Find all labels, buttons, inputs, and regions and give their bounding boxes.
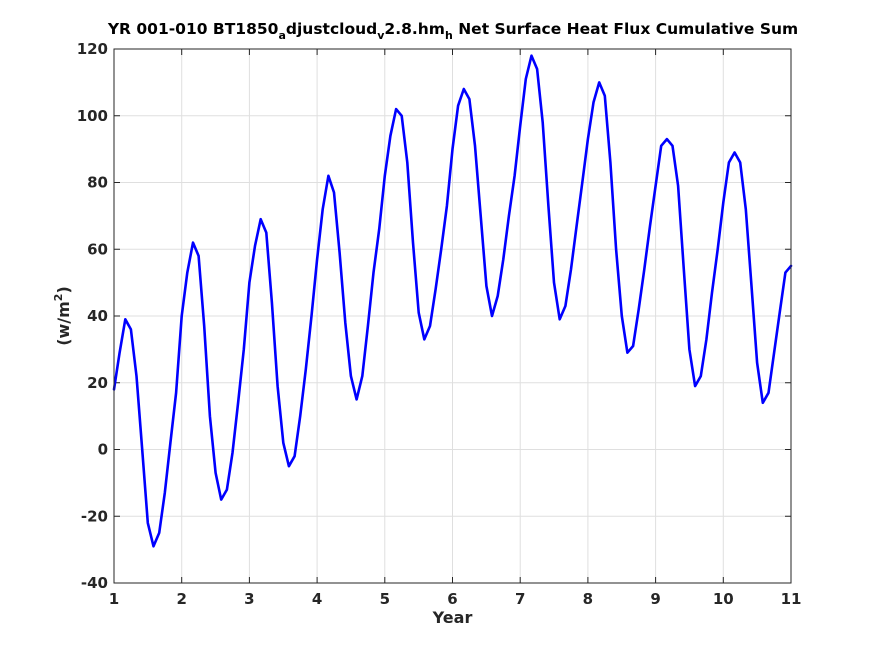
x-tick-label: 11 xyxy=(781,590,802,608)
y-tick-label: 60 xyxy=(87,240,108,258)
x-tick-label: 5 xyxy=(380,590,390,608)
x-tick-label: 9 xyxy=(650,590,660,608)
x-tick-label: 2 xyxy=(176,590,186,608)
title-part: 2.8.hm xyxy=(384,20,445,38)
y-label-unit: (w/m xyxy=(54,301,73,346)
y-tick-label: -40 xyxy=(81,574,108,592)
y-label-close: ) xyxy=(54,286,73,293)
series-line xyxy=(112,54,793,548)
y-tick-label: 40 xyxy=(87,307,108,325)
y-tick-label: 0 xyxy=(98,441,108,459)
title-part: a xyxy=(278,29,285,42)
title-part: v xyxy=(377,29,385,42)
y-tick-label: 120 xyxy=(77,40,108,58)
y-axis-label: (w/m2) xyxy=(52,286,73,346)
x-tick-label: 3 xyxy=(244,590,254,608)
x-tick-labels: 1 2 3 4 5 6 7 8 9 10 11 xyxy=(109,590,802,608)
y-tick-label: 80 xyxy=(87,174,108,192)
y-tick-label: -20 xyxy=(81,507,108,525)
x-tick-label: 1 xyxy=(109,590,119,608)
y-tick-label: 20 xyxy=(87,374,108,392)
x-tick-label: 7 xyxy=(515,590,525,608)
y-label-superscript: 2 xyxy=(52,294,65,302)
y-tick-labels: -40 -20 0 20 40 60 80 100 120 xyxy=(77,40,108,592)
x-tick-label: 4 xyxy=(312,590,322,608)
title-part: Net Surface Heat Flux Cumulative Sum xyxy=(453,20,798,38)
title-part: YR 001-010 BT1850 xyxy=(107,20,279,38)
y-tick-label: 100 xyxy=(77,107,108,125)
plot-frame xyxy=(113,48,792,584)
x-tick-label: 10 xyxy=(713,590,734,608)
x-tick-label: 8 xyxy=(583,590,593,608)
title-part: h xyxy=(445,29,453,42)
chart-title: YR 001-010 BT1850adjustcloudv2.8.hmh Net… xyxy=(107,20,798,42)
x-tick-label: 6 xyxy=(447,590,457,608)
x-axis-label: Year xyxy=(432,608,473,627)
title-part: djustcloud xyxy=(286,20,377,38)
